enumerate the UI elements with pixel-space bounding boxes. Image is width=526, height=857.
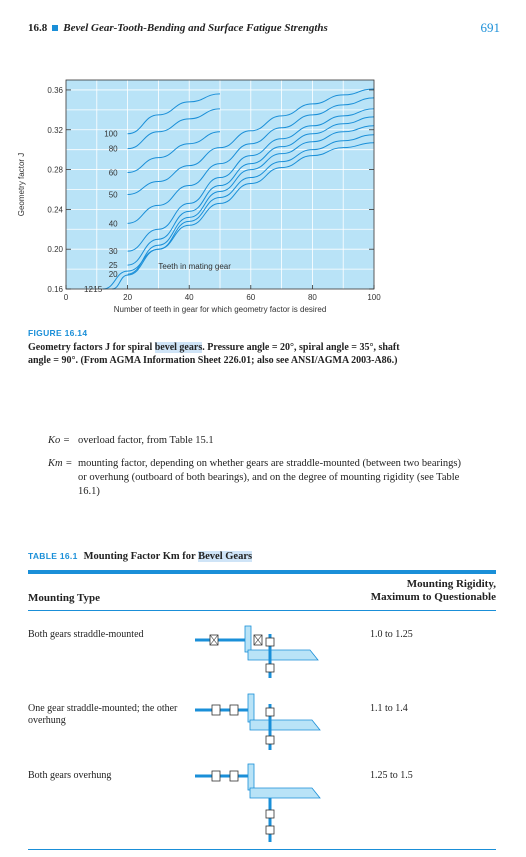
bearing-icon [265, 707, 275, 717]
pinion-icon [247, 693, 255, 723]
table-title: TABLE 16.1 Mounting Factor Km for Bevel G… [28, 551, 253, 562]
section-number: 16.8 [28, 22, 48, 34]
bearing-icon [265, 637, 275, 647]
y-tick-label: 0.32 [47, 126, 63, 135]
diagram-one-straddle-one-overhung [195, 693, 321, 750]
bearing-icon [211, 704, 221, 716]
column-header-rigidity-line2: Maximum to Questionable [370, 591, 496, 603]
series-line [127, 108, 221, 150]
bearing-icon [265, 663, 275, 673]
caption-text-end: . Pressure angle = 20°, spiral angle = 3… [28, 342, 400, 366]
table-bottom-rule [28, 849, 496, 850]
x-tick-label: 80 [308, 293, 317, 302]
gear-icon [249, 719, 321, 731]
y-tick-label: 0.24 [47, 205, 63, 214]
pinion-icon [247, 763, 255, 791]
series-line [127, 88, 375, 195]
page-number: 691 [480, 20, 501, 35]
series-label: 50 [109, 190, 118, 199]
running-header: 16.8 Bevel Gear-Tooth-Bending and Surface… [28, 22, 328, 34]
column-header-rigidity-line1: Mounting Rigidity, [406, 578, 496, 590]
chart-annotation: Teeth in mating gear [158, 262, 231, 271]
table-header-rule [28, 610, 496, 611]
gear-icon [249, 787, 321, 799]
caption-text-start: Geometry factors J for spiral [28, 342, 155, 353]
table-row-type: Both gears straddle-mounted [28, 629, 144, 640]
gear-icon [247, 649, 319, 661]
table-row-value: 1.1 to 1.4 [370, 703, 408, 714]
column-header-rigidity: Mounting Rigidity, Maximum to Questionab… [300, 578, 496, 604]
variable-km: Km = mounting factor, depending on whethe… [48, 457, 468, 499]
series-label: 80 [109, 145, 118, 154]
variable-description: overload factor, from Table 15.1 [78, 435, 214, 446]
diagram-both-overhung [195, 763, 321, 842]
series-label: 60 [109, 169, 118, 178]
table-title-highlight: Bevel Gears [198, 551, 253, 562]
diagram-both-straddle [195, 625, 319, 678]
series-lines [102, 88, 375, 290]
bearing-icon [211, 770, 221, 782]
series-label: 40 [109, 219, 118, 228]
bearing-icon [229, 770, 239, 782]
table-top-rule [28, 570, 496, 574]
x-tick-label: 60 [246, 293, 255, 302]
series-label: 20 [109, 270, 118, 279]
bearing-cross [209, 634, 219, 646]
y-tick-label: 0.36 [47, 86, 63, 95]
variable-description: mounting factor, depending on whether ge… [78, 458, 461, 497]
variable-ko: Ko = overload factor, from Table 15.1 [48, 434, 458, 448]
bearing-cross [253, 634, 263, 646]
bearing-icon [265, 809, 275, 819]
caption-highlight: bevel gears [154, 342, 203, 353]
variable-symbol: Km = [48, 458, 73, 469]
series-label: 25 [109, 261, 118, 270]
variable-symbol: Ko = [48, 435, 70, 446]
y-tick-label: 0.20 [47, 245, 63, 254]
bearing-icon [265, 735, 275, 745]
series-label: 15 [93, 285, 102, 294]
table-row-value: 1.25 to 1.5 [370, 770, 413, 781]
series-line [127, 131, 221, 174]
x-tick-label: 40 [185, 293, 194, 302]
y-axis-label: Geometry factor J [17, 153, 26, 217]
column-header-mounting-type: Mounting Type [28, 592, 101, 604]
series-line [127, 97, 375, 224]
header-square-bullet [52, 24, 59, 31]
table-row-type: One gear straddle-mounted; the other ove… [28, 703, 178, 726]
table-label: TABLE 16.1 [28, 551, 78, 561]
table-row-value: 1.0 to 1.25 [370, 629, 413, 640]
bearing-icon [229, 704, 239, 716]
plot-frame [65, 79, 375, 290]
table-row-type: Both gears overhung [28, 770, 112, 781]
figure-caption: Geometry factors J for spiral bevel gear… [28, 341, 408, 367]
x-axis-label: Number of teeth in gear for which geomet… [114, 305, 327, 314]
series-line [127, 108, 375, 252]
x-tick-label: 0 [64, 293, 69, 302]
x-tick-label: 20 [123, 293, 132, 302]
bearing-icon [265, 825, 275, 835]
series-line [112, 134, 375, 290]
table-title-text: Mounting Factor Km for [83, 551, 199, 562]
figure-label: FIGURE 16.14 [28, 328, 88, 338]
pinion-icon [244, 625, 252, 653]
x-tick-label: 100 [367, 293, 381, 302]
y-tick-label: 0.28 [47, 166, 63, 175]
series-line [127, 93, 221, 135]
series-line [127, 116, 375, 266]
y-tick-label: 0.16 [47, 285, 63, 294]
series-label: 30 [109, 247, 118, 256]
series-label: 100 [104, 130, 118, 139]
section-title: Bevel Gear-Tooth-Bending and Surface Fat… [63, 22, 328, 34]
series-label: 12 [84, 285, 93, 294]
series-line [127, 125, 375, 275]
